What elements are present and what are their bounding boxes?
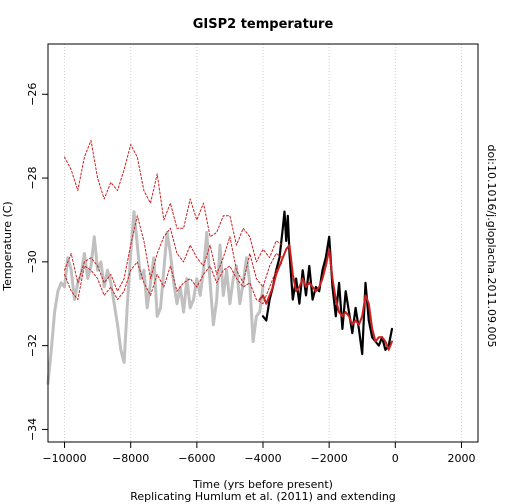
x-axis-label: Time (yrs before present)	[192, 478, 333, 491]
y-tick-label-3: −28	[26, 166, 39, 189]
x-axis: −10000 −8000 −6000 −4000 −2000 0 2000	[42, 442, 475, 465]
x-tick-label-0: −10000	[42, 452, 86, 465]
doi-label: doi:10.1016/j.gloplacha.2011.09.005	[485, 144, 498, 347]
series-line-2	[258, 244, 393, 351]
x-tick-label-5: 0	[392, 452, 399, 465]
chart-caption: Replicating Humlum et al. (2011) and ext…	[130, 490, 396, 503]
x-tick-label-6: 2000	[447, 452, 475, 465]
y-axis-label: Temperature (C)	[1, 201, 14, 291]
series-line-1	[261, 210, 394, 356]
x-tick-label-4: −2000	[311, 452, 348, 465]
y-tick-label-2: −30	[26, 250, 39, 273]
series-line-0	[46, 210, 265, 385]
grid	[64, 44, 462, 442]
series-group	[46, 139, 394, 385]
y-tick-label-0: −34	[26, 418, 39, 441]
x-tick-label-3: −4000	[244, 452, 281, 465]
y-tick-label-4: −26	[26, 83, 39, 106]
y-tick-label-1: −32	[26, 334, 39, 357]
chart-title: GISP2 temperature	[193, 17, 334, 32]
x-tick-label-1: −8000	[112, 452, 149, 465]
x-tick-label-2: −6000	[178, 452, 215, 465]
series-line-4	[64, 215, 284, 292]
y-axis: −34 −32 −30 −28 −26	[26, 83, 48, 441]
series-line-3	[64, 139, 284, 263]
